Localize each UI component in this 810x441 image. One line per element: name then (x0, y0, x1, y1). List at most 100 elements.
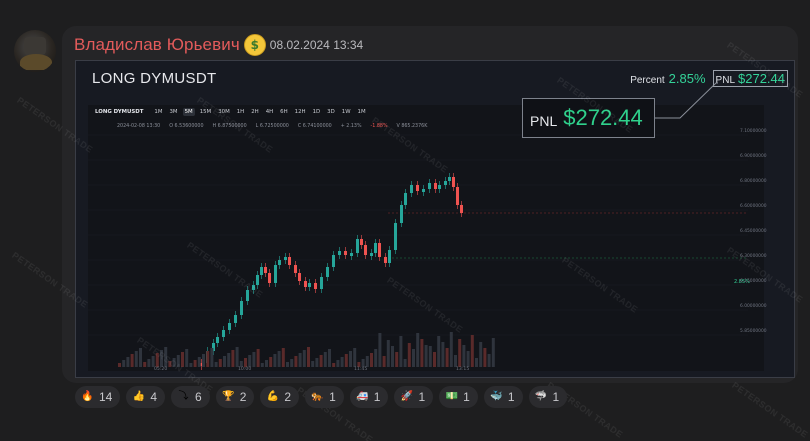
avatar[interactable] (14, 30, 56, 72)
reaction-count: 14 (99, 390, 113, 404)
reaction-count: 2 (239, 390, 247, 404)
volume-bar (202, 354, 205, 367)
interval-6[interactable]: 2H (251, 109, 259, 115)
reaction-whale[interactable]: 🐳 1 (483, 386, 523, 408)
pnl-small-box: PNL $272.44 (712, 70, 788, 87)
volume-bar (126, 357, 130, 367)
volume-bar (458, 339, 462, 367)
volume-bar (340, 357, 344, 367)
candle (460, 205, 463, 213)
chart-symbol: LONG DYMUSDT (95, 109, 144, 115)
interval-11[interactable]: 3D (327, 109, 335, 115)
volume-bar (281, 348, 285, 367)
volume-bar (172, 358, 176, 367)
candle (326, 267, 329, 277)
candle (288, 257, 291, 265)
message-date: 08.02.2024 13:34 (269, 38, 364, 52)
reaction-rocket[interactable]: 🚀 1 (394, 386, 434, 408)
candle (416, 185, 419, 191)
rocket-icon: 🚀 (400, 391, 414, 402)
candle (240, 301, 243, 315)
reaction-fire[interactable]: 🔥 14 (75, 386, 121, 408)
candlestick-chart: 05:20 10:00 11:45 13:15 2.85% (88, 134, 750, 371)
reaction-money[interactable]: 💵 1 (439, 386, 478, 408)
reaction-thumbs-up[interactable]: 👍 4 (126, 386, 166, 408)
interval-12[interactable]: 1W (341, 109, 351, 115)
interval-13[interactable]: 1M (357, 109, 366, 115)
pnl-card[interactable]: LONG DYMUSDT Percent 2.85% PNL $272.44 L… (75, 60, 795, 378)
pnl-callout: PNL $272.44 (522, 98, 655, 138)
volume-bar (466, 351, 470, 367)
interval-1[interactable]: 3M (169, 109, 178, 115)
volume-bar (248, 355, 252, 367)
candle (222, 330, 225, 337)
volume-bar (336, 360, 340, 367)
reaction-ambulance[interactable]: 🚑 1 (349, 386, 389, 408)
volume-bar (239, 361, 243, 367)
candle (256, 275, 259, 285)
volume-bar (294, 356, 298, 367)
interval-10[interactable]: 1D (312, 109, 321, 115)
interval-4[interactable]: 30M (218, 109, 230, 115)
ohlc-high: H 6.87500000 (212, 124, 247, 129)
volume-bar (370, 353, 373, 367)
reaction-trophy[interactable]: 🏆 2 (215, 386, 255, 408)
volume-bar (328, 349, 331, 367)
interval-5[interactable]: 1H (236, 109, 245, 115)
ohlc-open: O 6.53600000 (169, 124, 204, 129)
volume-bar (235, 347, 239, 367)
volume-bar (470, 335, 474, 367)
candle (320, 277, 323, 289)
interval-2[interactable]: 5M (182, 108, 195, 116)
interval-7[interactable]: 4H (265, 109, 274, 115)
volume-bar (353, 348, 357, 367)
volume-bar (349, 351, 352, 367)
candle (378, 243, 381, 257)
volume-bar (487, 354, 491, 367)
reaction-count: 1 (463, 390, 470, 404)
reaction-tiger[interactable]: 🐅 1 (305, 386, 344, 408)
money-face-icon: $ (243, 34, 266, 56)
volume-bar (479, 342, 483, 367)
reaction-strong-arm[interactable]: 💪 2 (260, 386, 300, 408)
candle (394, 223, 397, 250)
volume-bar (395, 352, 399, 367)
volume-bar (420, 339, 424, 367)
reaction-count: 1 (552, 390, 560, 404)
pnl-callout-value: $272.44 (563, 105, 643, 130)
interval-8[interactable]: 6H (280, 109, 288, 115)
candle (374, 243, 377, 253)
time-tick: 13:15 (456, 366, 469, 371)
volume-bar (403, 359, 407, 367)
reaction-shark[interactable]: 🦈 1 (528, 386, 568, 408)
candle (264, 267, 267, 273)
volume-bar (307, 347, 310, 367)
candle (294, 265, 297, 273)
ohlc-low: L 6.72500000 (255, 124, 289, 129)
candle (364, 245, 367, 255)
volume-bar (176, 355, 180, 367)
price-scale: 7.10000000 6.90000000 6.80000000 6.60000000… (740, 129, 796, 339)
pnl-summary: Percent 2.85% PNL $272.44 (630, 70, 788, 87)
interval-9[interactable]: 12H (294, 109, 306, 115)
volume-bar (273, 354, 277, 367)
reaction-count: 4 (150, 390, 158, 404)
candle (356, 239, 359, 253)
sender-name[interactable]: Владислав Юрьевич (74, 35, 240, 54)
strong-arm-icon: 💪 (266, 391, 280, 402)
volume-bar (315, 358, 319, 367)
interval-3[interactable]: 15M (199, 109, 212, 115)
volume-bar (260, 363, 264, 367)
volume-bar (134, 351, 138, 367)
volume-bar (302, 350, 306, 367)
candle (212, 343, 215, 351)
reaction-curved-arrow[interactable]: ⤵ 6 (171, 386, 210, 408)
candle (298, 273, 301, 281)
volume-bar (185, 349, 189, 367)
reaction-count: 1 (507, 390, 515, 404)
interval-0[interactable]: 1M (154, 109, 163, 115)
candle (388, 250, 391, 263)
volume-bar (256, 349, 260, 367)
ohlc-date: 2024-02-08 13:30 (117, 124, 161, 129)
volume-bar (143, 362, 147, 367)
